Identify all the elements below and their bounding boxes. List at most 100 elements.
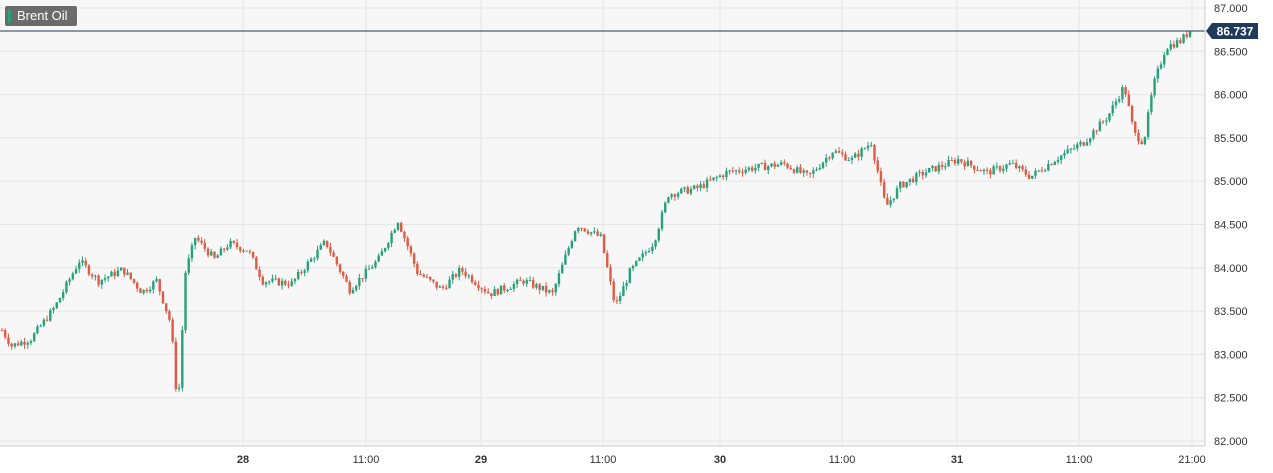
candle	[1005, 163, 1008, 172]
candle	[190, 242, 194, 262]
candle	[354, 284, 358, 292]
candle	[889, 196, 892, 208]
x-axis: 28 11:00 29 11:00 30 11:00 31 11:00 21:00	[0, 445, 1206, 466]
candlestick-series	[0, 30, 1192, 392]
candle	[1169, 40, 1172, 52]
candle	[989, 168, 992, 179]
candle	[535, 282, 538, 290]
candle	[26, 340, 29, 349]
candle	[432, 279, 435, 284]
candle	[177, 383, 181, 392]
candle	[892, 198, 896, 203]
candle	[821, 161, 825, 170]
candle	[847, 157, 850, 161]
candle	[692, 184, 696, 190]
candle	[55, 301, 58, 310]
candle	[741, 168, 744, 177]
candle	[464, 268, 467, 279]
legend-color-swatch	[8, 9, 11, 23]
candle	[126, 268, 129, 276]
candle	[158, 278, 161, 296]
candle	[393, 228, 396, 234]
candle	[1079, 140, 1082, 147]
candle	[123, 267, 126, 277]
y-axis: 82.000 82.500 83.000 83.500 84.000 84.500 85.0…	[1204, 0, 1248, 448]
candle	[1056, 156, 1060, 165]
candle	[548, 289, 551, 294]
candle	[1163, 51, 1166, 68]
candle	[567, 245, 570, 257]
y-tick-label: 85.500	[1214, 133, 1248, 145]
candle	[1172, 40, 1176, 49]
candle	[251, 251, 255, 260]
candle	[802, 168, 805, 177]
candle	[210, 248, 213, 257]
instrument-legend[interactable]: Brent Oil	[5, 6, 77, 26]
candle	[113, 268, 116, 279]
candle	[136, 281, 139, 292]
candle	[812, 167, 815, 178]
candle	[773, 160, 776, 170]
x-tick-label: 31	[951, 454, 963, 466]
candle	[313, 256, 316, 263]
candle	[577, 226, 580, 234]
candle	[853, 151, 857, 158]
candle	[863, 147, 867, 150]
candle	[937, 161, 941, 175]
candle	[1175, 37, 1179, 48]
candle	[42, 318, 46, 328]
candle	[731, 167, 735, 174]
candle	[709, 175, 712, 181]
candle	[4, 328, 7, 340]
candle	[1134, 120, 1137, 136]
candle	[132, 278, 136, 285]
y-tick-label: 84.000	[1214, 263, 1248, 275]
candle	[1072, 144, 1076, 151]
candle	[718, 174, 722, 178]
candle	[65, 280, 68, 295]
candle	[1121, 84, 1124, 104]
candle	[1150, 92, 1153, 115]
candle	[332, 250, 335, 258]
candle	[676, 191, 680, 200]
candle	[103, 274, 107, 283]
y-tick-label: 86.500	[1214, 46, 1248, 58]
candle	[554, 282, 557, 296]
candle	[438, 285, 442, 288]
candle	[367, 264, 371, 270]
candle	[705, 176, 709, 192]
candle	[435, 281, 438, 290]
candle	[767, 164, 770, 175]
candle	[944, 162, 947, 171]
candle	[657, 227, 660, 243]
candle	[776, 163, 780, 167]
candle	[673, 193, 677, 201]
candle	[654, 239, 657, 250]
candle	[258, 266, 261, 281]
x-tick-label: 30	[714, 454, 726, 466]
candle	[905, 181, 908, 189]
candle	[1156, 65, 1160, 83]
candle	[45, 315, 49, 322]
candle	[197, 235, 200, 243]
candle	[457, 265, 461, 281]
candle	[940, 161, 944, 171]
candle	[512, 280, 516, 292]
candle	[689, 186, 693, 196]
candle	[261, 274, 264, 286]
candle	[583, 228, 586, 233]
candle	[950, 156, 953, 162]
candle	[29, 339, 33, 346]
candle	[412, 252, 416, 268]
candle	[425, 273, 429, 278]
candle	[960, 158, 963, 164]
candle	[998, 165, 1002, 173]
candle	[164, 303, 168, 314]
candle	[763, 159, 767, 171]
candle	[593, 227, 596, 234]
candle	[799, 164, 802, 174]
candle	[609, 264, 612, 286]
candle	[480, 287, 483, 294]
candle	[947, 155, 950, 167]
